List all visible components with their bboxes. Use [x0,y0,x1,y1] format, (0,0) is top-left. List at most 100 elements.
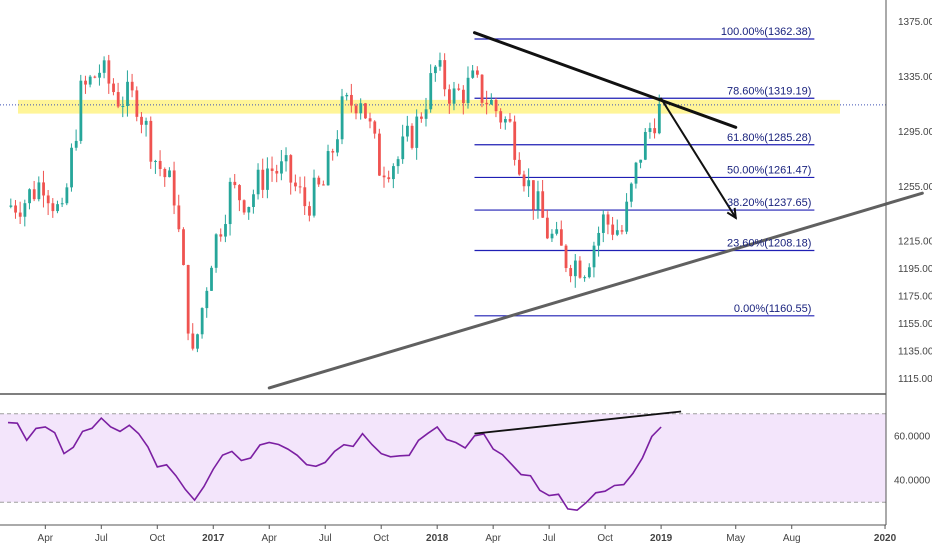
candle-body[interactable] [359,103,363,114]
candle-body[interactable] [410,125,414,148]
candle-body[interactable] [429,73,433,110]
candle-body[interactable] [340,96,344,140]
rsi-trend-line[interactable] [474,410,682,435]
candle-body[interactable] [298,186,302,188]
candle-body[interactable] [382,175,386,178]
candle-body[interactable] [322,184,325,186]
candle-body[interactable] [489,99,493,105]
candle-body[interactable] [205,290,209,309]
candle-body[interactable] [373,121,377,134]
candle-body[interactable] [93,76,97,78]
candle-body[interactable] [228,181,232,225]
candle-body[interactable] [462,89,465,104]
candle-body[interactable] [60,203,64,205]
candle-body[interactable] [392,166,395,180]
candle-body[interactable] [657,104,661,134]
candle-body[interactable] [378,133,381,176]
candle-body[interactable] [294,182,297,187]
candle-body[interactable] [149,120,153,162]
candle-body[interactable] [84,80,87,85]
candle-body[interactable] [196,334,199,349]
candle-body[interactable] [368,118,372,122]
candle-body[interactable] [140,116,143,125]
candle-body[interactable] [434,66,437,74]
candle-body[interactable] [32,189,36,200]
candle-body[interactable] [401,136,405,160]
candle-body[interactable] [102,60,106,73]
candle-body[interactable] [606,214,610,225]
candle-body[interactable] [242,200,246,213]
candle-body[interactable] [648,128,652,132]
candle-body[interactable] [289,155,293,183]
candle-body[interactable] [406,125,409,137]
candle-body[interactable] [527,180,531,187]
candle-body[interactable] [18,212,22,217]
candle-body[interactable] [121,106,125,108]
candle-body[interactable] [620,230,624,232]
candle-body[interactable] [182,229,185,266]
candle-body[interactable] [219,234,223,237]
candle-body[interactable] [214,234,218,268]
candle-body[interactable] [499,111,503,123]
candle-body[interactable] [331,151,335,153]
candle-body[interactable] [210,267,213,291]
candle-body[interactable] [252,194,255,207]
candle-body[interactable] [88,76,92,85]
candle-body[interactable] [37,182,41,200]
candle-body[interactable] [545,217,549,239]
candle-body[interactable] [550,233,554,239]
candle-body[interactable] [326,151,330,186]
candle-body[interactable] [443,60,447,90]
candle-body[interactable] [191,333,195,349]
candle-body[interactable] [494,99,498,112]
candle-body[interactable] [186,265,190,334]
candle-body[interactable] [163,168,167,178]
candle-body[interactable] [200,308,204,335]
candle-body[interactable] [555,229,559,234]
candle-body[interactable] [415,116,419,148]
candle-body[interactable] [466,77,470,104]
candle-body[interactable] [634,162,638,184]
candle-body[interactable] [266,168,269,190]
candle-body[interactable] [587,267,591,278]
candle-body[interactable] [275,170,279,174]
candle-body[interactable] [485,102,489,105]
candle-body[interactable] [144,120,148,125]
candle-body[interactable] [168,170,171,178]
candle-body[interactable] [522,174,526,187]
candle-body[interactable] [508,119,512,122]
candle-body[interactable] [51,203,55,212]
candle-body[interactable] [354,105,358,114]
candle-body[interactable] [471,70,475,78]
candle-body[interactable] [224,224,227,237]
candle-body[interactable] [438,60,442,67]
candle-body[interactable] [261,169,265,190]
candle-body[interactable] [172,170,176,206]
candle-body[interactable] [65,187,69,204]
candle-body[interactable] [611,224,615,235]
candle-body[interactable] [559,229,563,246]
candle-body[interactable] [541,191,545,218]
candle-body[interactable] [256,169,260,195]
trend-line-descending-resistance[interactable] [473,31,738,129]
candle-body[interactable] [517,159,521,175]
candle-body[interactable] [9,205,13,207]
candle-body[interactable] [270,168,274,171]
candle-body[interactable] [615,230,619,235]
candle-body[interactable] [280,161,283,174]
candle-body[interactable] [513,121,517,160]
candle-body[interactable] [317,177,321,185]
candle-body[interactable] [573,260,577,277]
trend-line-projection-arrow[interactable] [660,97,737,219]
candle-body[interactable] [126,81,129,107]
candle-body[interactable] [639,159,643,163]
rsi-line[interactable] [7,416,662,512]
trend-line-ascending-support[interactable] [267,191,924,390]
candle-body[interactable] [564,245,568,269]
candle-body[interactable] [653,128,657,134]
candle-body[interactable] [116,92,120,107]
candle-body[interactable] [536,191,540,210]
candle-body[interactable] [79,80,83,141]
candle-body[interactable] [364,103,367,119]
